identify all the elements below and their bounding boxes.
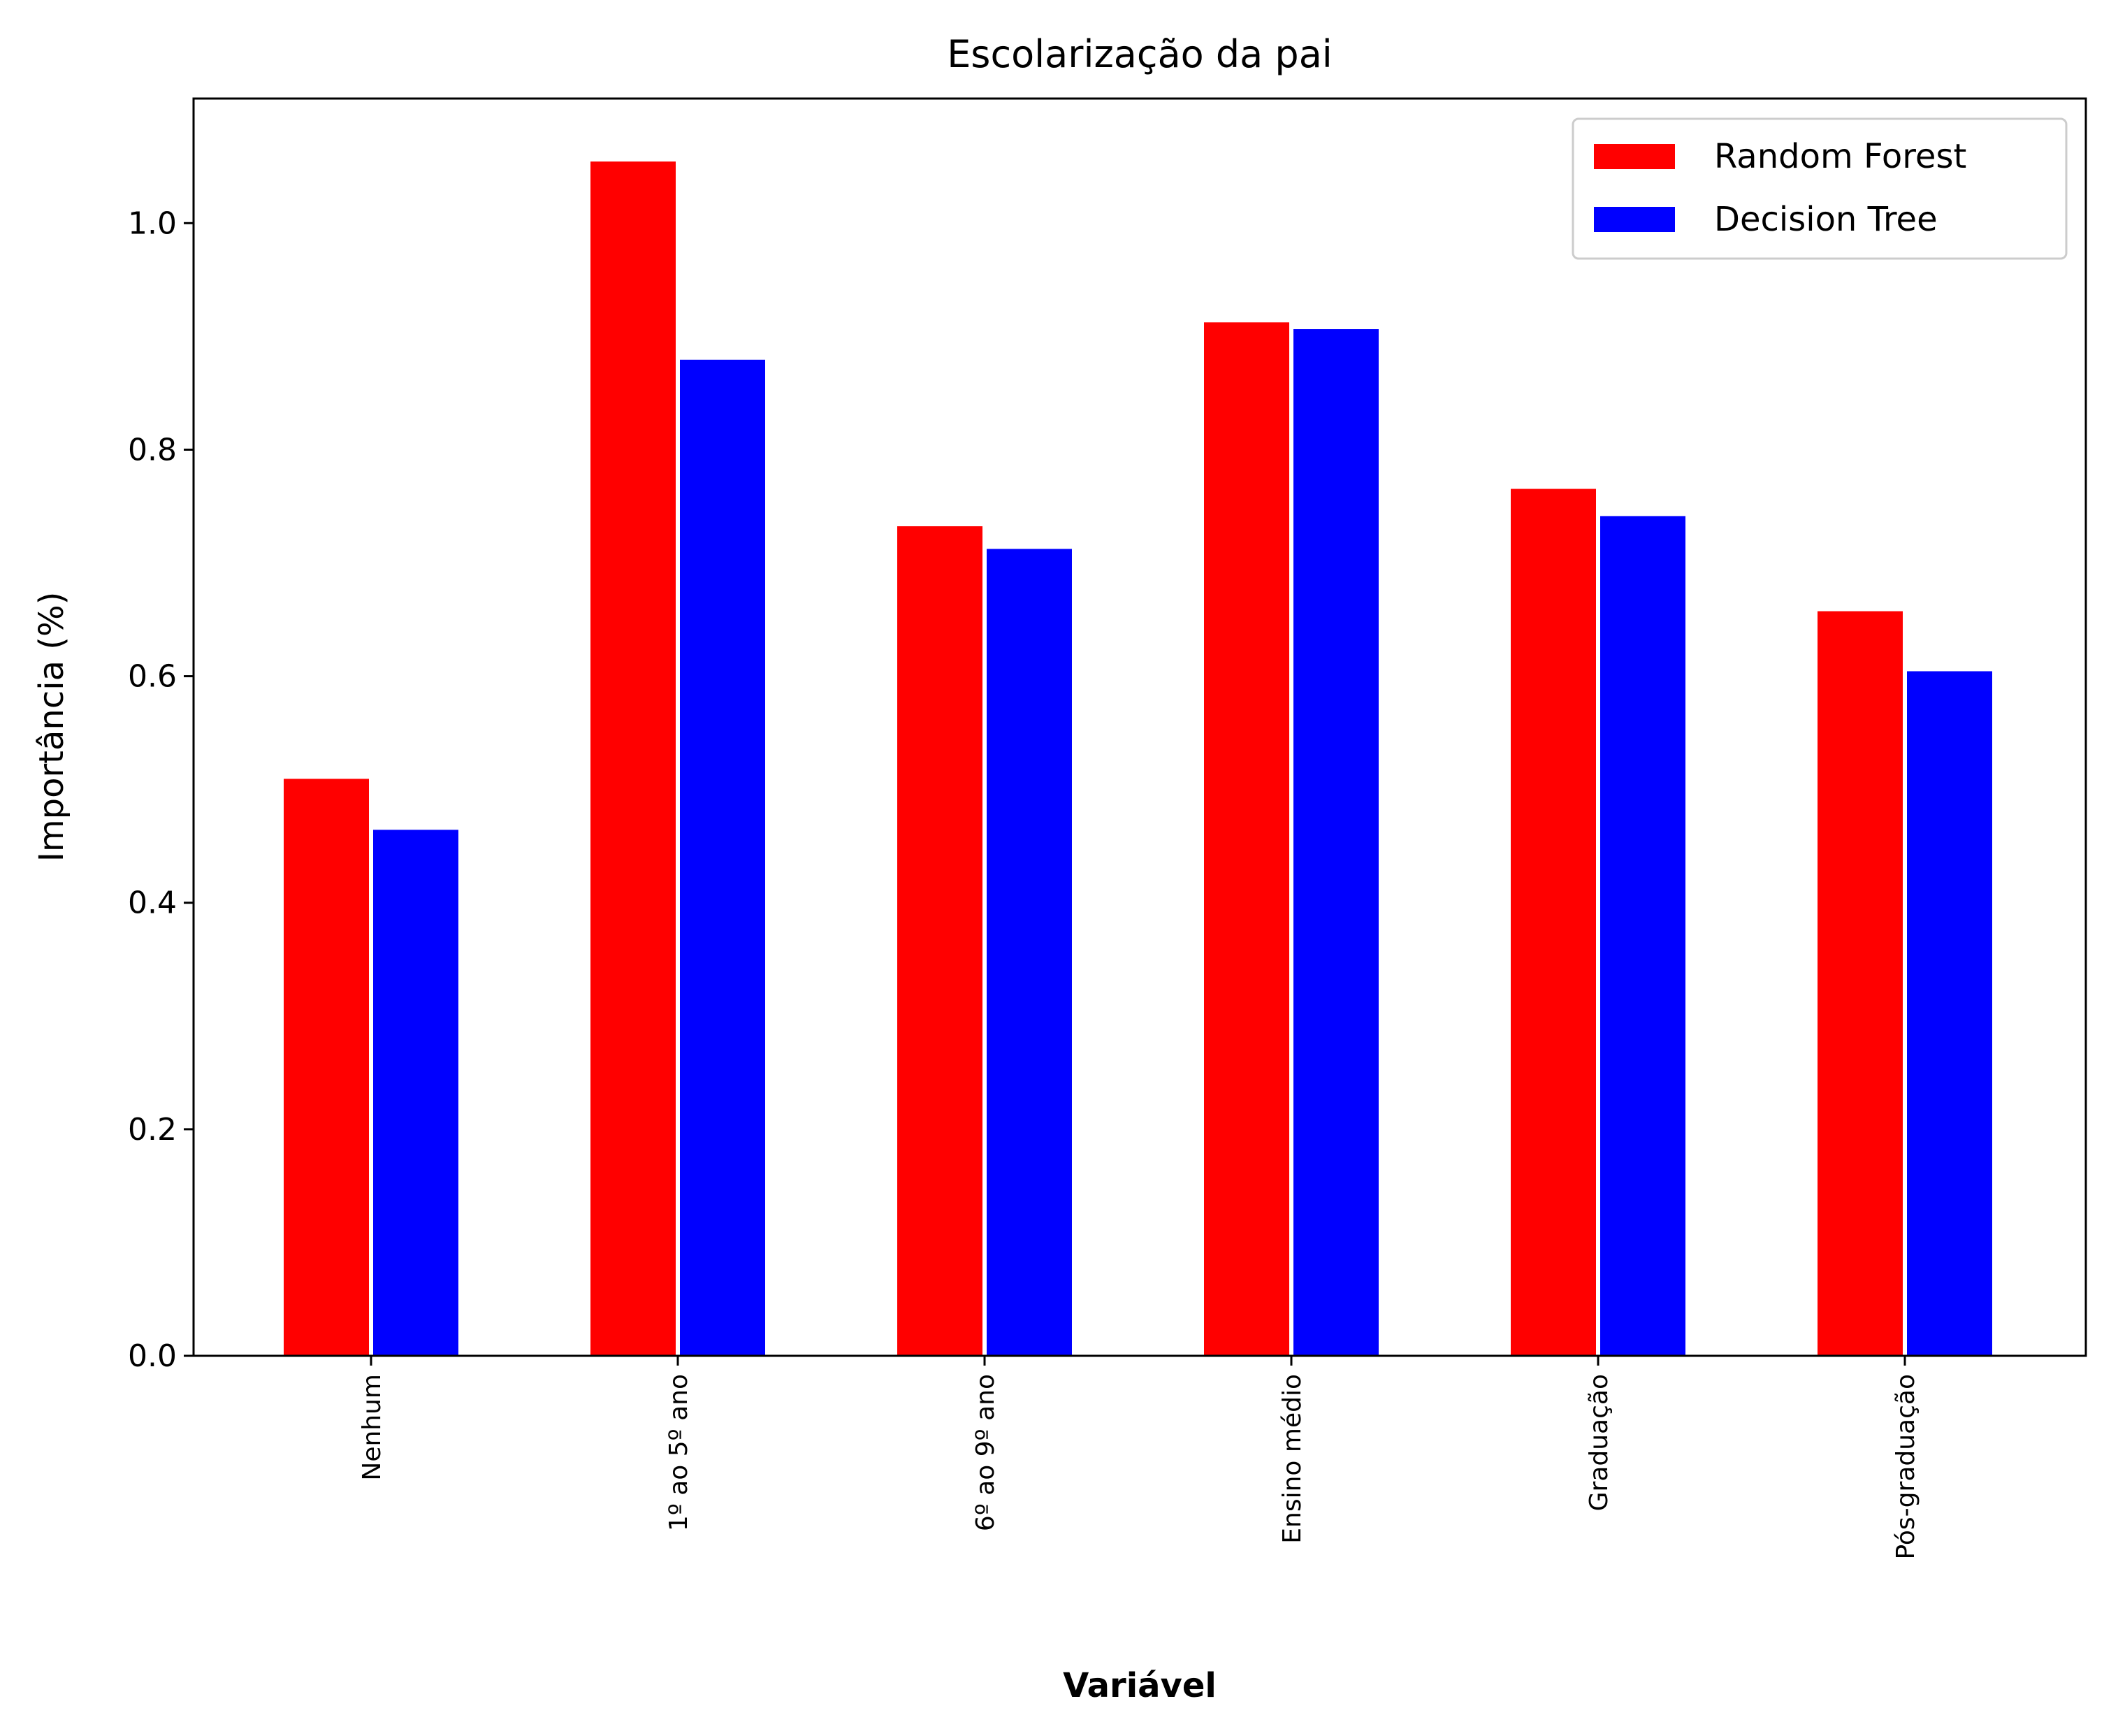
bar-random-forest-1	[589, 160, 677, 1357]
x-axis-ticks: Nenhum 1º ao 5º ano 6º ao 9º ano Ensino méd…	[358, 1356, 1920, 1560]
bar-random-forest-3	[1203, 321, 1291, 1357]
y-tick-label-0: 0.0	[128, 1338, 177, 1374]
y-tick-label-4: 0.8	[128, 432, 177, 468]
bar-random-forest-4	[1509, 487, 1597, 1357]
bar-random-forest-0	[282, 777, 370, 1357]
bars-group	[282, 160, 1994, 1357]
legend: Random Forest Decision Tree	[1572, 117, 2068, 260]
x-tick-label-1: 1º ao 5º ano	[665, 1374, 693, 1531]
x-axis-label: Variável	[1063, 1666, 1217, 1705]
bar-random-forest-2	[896, 525, 984, 1357]
y-axis-label: Importância (%)	[32, 592, 71, 862]
bar-decision-tree-3	[1292, 328, 1380, 1357]
legend-box	[1572, 117, 2068, 260]
x-tick-label-0: Nenhum	[358, 1374, 386, 1481]
x-tick-label-5: Pós-graduação	[1892, 1374, 1920, 1560]
legend-swatch-random-forest	[1594, 144, 1675, 169]
legend-label-decision-tree: Decision Tree	[1714, 200, 1938, 239]
x-tick-label-4: Graduação	[1585, 1374, 1613, 1511]
bar-decision-tree-5	[1906, 670, 1994, 1357]
legend-swatch-decision-tree	[1594, 207, 1675, 232]
bar-decision-tree-2	[985, 547, 1073, 1357]
y-tick-label-1: 0.2	[128, 1112, 177, 1148]
bar-random-forest-5	[1816, 609, 1904, 1357]
bar-decision-tree-0	[372, 828, 460, 1357]
y-tick-label-5: 1.0	[128, 205, 177, 241]
x-tick-label-3: Ensino médio	[1278, 1374, 1307, 1544]
y-tick-label-3: 0.6	[128, 659, 177, 695]
bar-decision-tree-1	[679, 358, 767, 1357]
chart-title: Escolarização da pai	[947, 32, 1333, 76]
bar-decision-tree-4	[1599, 514, 1687, 1357]
x-tick-label-2: 6º ao 9º ano	[971, 1374, 1000, 1531]
legend-label-random-forest: Random Forest	[1714, 137, 1966, 176]
y-tick-label-2: 0.4	[128, 885, 177, 921]
plot-area-frame	[192, 97, 2087, 1357]
y-axis-ticks: 0.0 0.2 0.4 0.6 0.8 1.0	[128, 205, 194, 1374]
